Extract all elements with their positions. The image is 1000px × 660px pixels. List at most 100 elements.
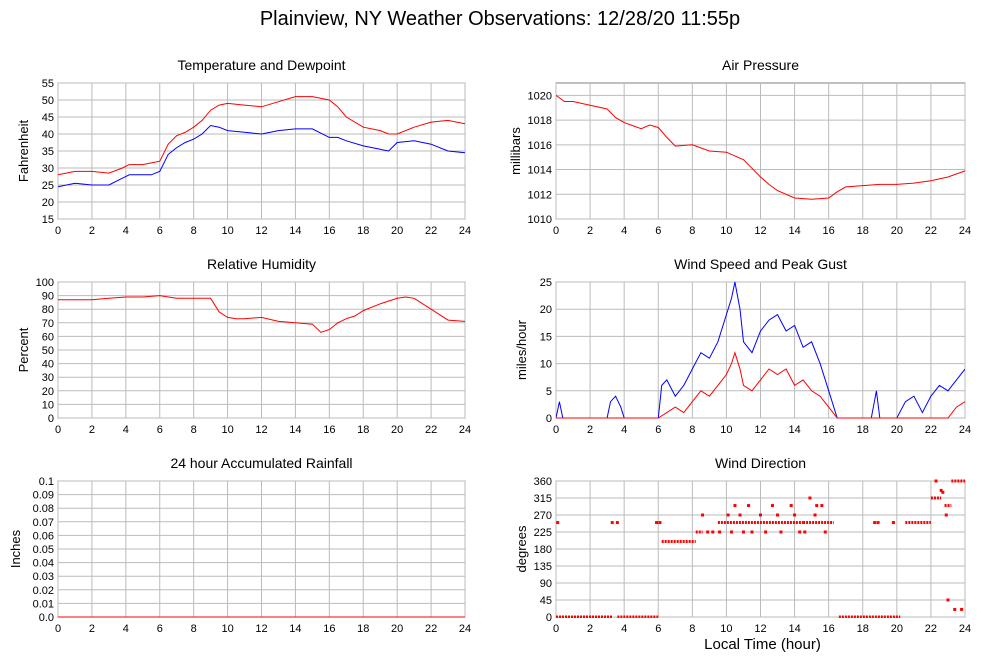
y-tick-label: 20 <box>42 386 54 398</box>
x-tick-label: 8 <box>191 623 197 635</box>
direction-point <box>815 504 819 508</box>
x-tick-label: 10 <box>720 623 732 635</box>
y-tick-label: 0.02 <box>33 585 54 597</box>
y-tick-label: 80 <box>42 304 54 316</box>
x-tick-label: 6 <box>655 623 661 635</box>
x-tick-label: 8 <box>689 424 695 436</box>
y-tick-label: 40 <box>42 359 54 371</box>
x-tick-label: 4 <box>621 225 627 237</box>
chart-title: Wind Speed and Peak Gust <box>674 256 847 272</box>
direction-point <box>960 607 964 611</box>
direction-point <box>823 530 827 534</box>
series-line-1 <box>58 124 465 188</box>
y-axis-label: millibars <box>508 127 523 175</box>
y-tick-label: 10 <box>540 359 552 371</box>
x-tick-label: 22 <box>425 225 437 237</box>
y-tick-label: 90 <box>540 578 552 590</box>
x-tick-label: 2 <box>587 424 593 436</box>
y-tick-label: 45 <box>540 595 552 607</box>
x-tick-label: 20 <box>891 424 903 436</box>
x-tick-label: 6 <box>655 225 661 237</box>
x-tick-label: 20 <box>391 623 403 635</box>
x-tick-label: 10 <box>221 225 233 237</box>
x-tick-label: 0 <box>55 225 61 237</box>
x-tick-label: 6 <box>655 424 661 436</box>
y-tick-label: 180 <box>534 544 552 556</box>
y-tick-label: 1012 <box>528 189 552 201</box>
x-tick-label: 18 <box>357 225 369 237</box>
x-tick-label: 12 <box>255 623 267 635</box>
direction-point <box>556 521 560 525</box>
y-tick-label: 1014 <box>528 165 552 177</box>
direction-point <box>873 521 877 525</box>
direction-point <box>701 513 705 517</box>
y-tick-label: 20 <box>540 304 552 316</box>
y-tick-label: 0 <box>546 413 552 425</box>
x-tick-label: 8 <box>689 225 695 237</box>
y-tick-label: 360 <box>534 476 552 488</box>
direction-point <box>798 530 802 534</box>
y-axis-label: Fahrenheit <box>16 120 31 183</box>
direction-point <box>750 530 754 534</box>
y-tick-label: 0.05 <box>33 544 54 556</box>
x-tick-label: 0 <box>55 424 61 436</box>
x-tick-label: 2 <box>89 623 95 635</box>
x-tick-label: 10 <box>720 225 732 237</box>
x-tick-label: 24 <box>959 225 971 237</box>
y-tick-label: 30 <box>42 163 54 175</box>
series-line-0 <box>58 295 465 333</box>
direction-point <box>789 504 793 508</box>
y-axis-label: degrees <box>514 525 529 572</box>
direction-point <box>738 513 742 517</box>
x-tick-label: 18 <box>857 424 869 436</box>
x-tick-label: 14 <box>289 623 301 635</box>
x-tick-label: 12 <box>754 424 766 436</box>
chart-title: Relative Humidity <box>207 256 316 272</box>
x-tick-label: 20 <box>391 424 403 436</box>
y-tick-label: 1016 <box>528 140 552 152</box>
x-tick-label: 8 <box>191 424 197 436</box>
y-tick-label: 1020 <box>528 90 552 102</box>
y-tick-label: 20 <box>42 197 54 209</box>
pressure-chart: 0 2 4 6 8 10 12 14 16 18 20 22 241010101210141016101… <box>508 57 971 237</box>
x-tick-label: 20 <box>891 623 903 635</box>
direction-point <box>655 521 659 525</box>
x-tick-label: 4 <box>621 623 627 635</box>
direction-point <box>776 513 780 517</box>
chart-title: Wind Direction <box>715 455 806 471</box>
x-tick-label: 18 <box>857 623 869 635</box>
series-line-0 <box>58 96 465 176</box>
x-tick-label: 22 <box>925 623 937 635</box>
x-tick-label: 10 <box>221 623 233 635</box>
y-axis-label: Inches <box>8 529 23 568</box>
x-tick-label: 14 <box>788 623 800 635</box>
y-tick-label: 0.1 <box>39 476 54 488</box>
x-tick-label: 18 <box>357 424 369 436</box>
y-tick-label: 0.01 <box>33 598 54 610</box>
x-tick-label: 10 <box>720 424 732 436</box>
series-line-1 <box>556 351 965 419</box>
direction-point <box>808 496 812 500</box>
x-tick-label: 22 <box>925 424 937 436</box>
direction-point <box>953 607 957 611</box>
y-tick-label: 1010 <box>528 214 552 226</box>
x-tick-label: 4 <box>123 424 129 436</box>
direction-point <box>820 504 824 508</box>
x-tick-label: 18 <box>357 623 369 635</box>
y-tick-label: 30 <box>42 372 54 384</box>
direction-point <box>615 521 619 525</box>
y-tick-label: 60 <box>42 331 54 343</box>
x-tick-label: 2 <box>89 424 95 436</box>
x-tick-label: 18 <box>857 225 869 237</box>
x-tick-label: 12 <box>255 424 267 436</box>
direction-point <box>764 530 768 534</box>
direction-point <box>770 504 774 508</box>
x-tick-label: 24 <box>959 424 971 436</box>
x-tick-label: 22 <box>425 623 437 635</box>
x-tick-label: 16 <box>323 424 335 436</box>
y-tick-label: 90 <box>42 291 54 303</box>
y-tick-label: 45 <box>42 112 54 124</box>
